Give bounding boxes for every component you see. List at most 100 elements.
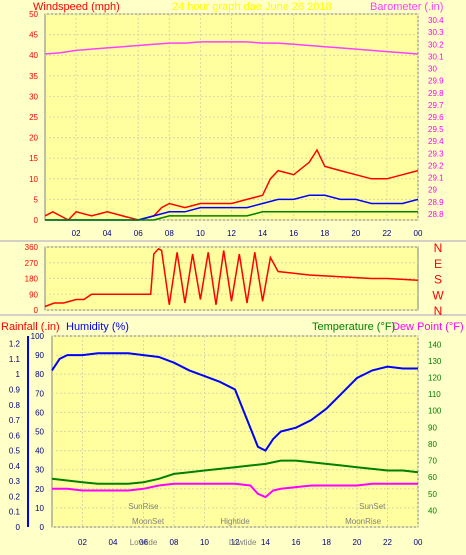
compass-label: W xyxy=(432,288,444,302)
x-tick-label: 16 xyxy=(289,229,298,238)
x-tick-label: 08 xyxy=(165,229,174,238)
barometer-tick-label: 29.4 xyxy=(428,137,444,146)
barometer-tick-label: 29.6 xyxy=(428,113,444,122)
compass-label: E xyxy=(434,257,442,271)
wind-tick-label: 40 xyxy=(29,51,38,60)
x-tick-label: 04 xyxy=(103,229,112,238)
barometer-tick-label: 28.9 xyxy=(428,198,444,207)
wind-tick-label: 0 xyxy=(34,216,39,225)
rain-tick-label: 0.5 xyxy=(9,447,21,456)
x-tick-label: 06 xyxy=(134,229,143,238)
wind-tick-label: 15 xyxy=(29,154,38,163)
humidity-tick-label: 70 xyxy=(35,389,44,398)
compass-label: N xyxy=(434,241,443,255)
temperature-tick-label: 110 xyxy=(428,390,441,399)
wind-tick-label: 10 xyxy=(29,175,38,184)
barometer-tick-label: 30.3 xyxy=(428,28,444,37)
barometer-tick-label: 29.1 xyxy=(428,174,444,183)
wind-tick-label: 45 xyxy=(29,31,38,40)
wind-tick-label: 35 xyxy=(29,72,38,81)
x-tick-label: 14 xyxy=(261,538,270,547)
series-line-0 xyxy=(44,41,419,55)
event-marker-label: Lowtide xyxy=(229,538,257,547)
humidity-tick-label: 100 xyxy=(31,332,45,341)
barometer-axis-label: Barometer (.in) xyxy=(370,1,443,13)
rain-tick-label: 0.6 xyxy=(9,431,21,440)
rain-tick-label: 0.7 xyxy=(9,416,21,425)
x-tick-label: 18 xyxy=(322,538,331,547)
event-marker-label: SunRise xyxy=(128,502,159,511)
rain-tick-label: 1.2 xyxy=(9,340,21,349)
wind-tick-label: 50 xyxy=(29,10,38,19)
rain-tick-label: 1.1 xyxy=(9,355,21,364)
direction-tick-label: 90 xyxy=(29,290,38,299)
x-tick-label: 00 xyxy=(414,229,423,238)
x-tick-label: 18 xyxy=(320,229,329,238)
rain-tick-label: 0 xyxy=(16,523,21,532)
x-tick-label: 22 xyxy=(382,229,391,238)
wind-axis-label: Windspeed (mph) xyxy=(33,1,120,13)
event-marker-label: MoonRise xyxy=(345,517,382,526)
humidity-tick-label: 20 xyxy=(35,485,44,494)
barometer-tick-label: 29.5 xyxy=(428,125,444,134)
humidity-tick-label: 80 xyxy=(35,370,44,379)
x-tick-label: 00 xyxy=(414,538,423,547)
rain-tick-label: 0.4 xyxy=(9,462,21,471)
rain-tick-label: 0.3 xyxy=(9,477,21,486)
direction-tick-label: 180 xyxy=(25,275,39,284)
x-tick-label: 04 xyxy=(109,538,118,547)
barometer-tick-label: 29.2 xyxy=(428,161,444,170)
barometer-tick-label: 30.2 xyxy=(428,40,444,49)
rain-tick-label: 0.8 xyxy=(9,401,21,410)
x-tick-label: 06 xyxy=(139,538,148,547)
humidity-tick-label: 0 xyxy=(40,523,45,532)
event-marker-label: Hightide xyxy=(220,517,250,526)
wind-tick-label: 25 xyxy=(29,113,38,122)
temperature-tick-label: 140 xyxy=(428,340,442,349)
compass-label: N xyxy=(434,304,443,318)
temperature-tick-label: 120 xyxy=(428,374,442,383)
humidity-tick-label: 30 xyxy=(35,466,44,475)
rain-tick-label: 0.2 xyxy=(9,492,21,501)
x-tick-label: 10 xyxy=(200,538,209,547)
x-tick-label: 02 xyxy=(78,538,87,547)
x-tick-label: 20 xyxy=(353,538,362,547)
wind-tick-label: 5 xyxy=(34,195,39,204)
direction-tick-label: 360 xyxy=(25,243,39,252)
barometer-tick-label: 30 xyxy=(428,65,437,74)
wind-tick-label: 20 xyxy=(29,134,38,143)
humidity-tick-label: 90 xyxy=(35,351,44,360)
x-tick-label: 16 xyxy=(292,538,301,547)
event-marker-label: Lowtide xyxy=(130,538,158,547)
x-tick-label: 02 xyxy=(72,229,81,238)
barometer-tick-label: 29.3 xyxy=(428,149,444,158)
temperature-tick-label: 130 xyxy=(428,357,442,366)
series-line-1 xyxy=(44,148,419,221)
barometer-tick-label: 29.8 xyxy=(428,89,444,98)
barometer-tick-label: 29.7 xyxy=(428,101,444,110)
x-tick-label: 12 xyxy=(231,538,240,547)
temperature-axis-label: Temperature (°F) xyxy=(312,321,395,333)
compass-label: S xyxy=(434,273,442,287)
rain-tick-label: 0.1 xyxy=(9,508,21,517)
temperature-tick-label: 70 xyxy=(428,457,437,466)
direction-tick-label: 0 xyxy=(34,306,39,315)
series-line-3 xyxy=(45,211,418,221)
event-marker-label: SunSet xyxy=(359,502,386,511)
temperature-tick-label: 40 xyxy=(428,506,437,515)
temperature-tick-label: 50 xyxy=(428,490,437,499)
barometer-tick-label: 29 xyxy=(428,186,437,195)
direction-line-0 xyxy=(44,247,419,308)
x-tick-label: 10 xyxy=(196,229,205,238)
x-tick-label: 14 xyxy=(258,229,267,238)
humidity-axis-label: Humidity (%) xyxy=(66,321,129,333)
chart-title: 24 hour graph dae June 26 2018 xyxy=(172,1,332,13)
humidity-tick-label: 50 xyxy=(35,428,44,437)
barometer-tick-label: 29.9 xyxy=(428,77,444,86)
x-tick-label: 08 xyxy=(170,538,179,547)
temperature-tick-label: 100 xyxy=(428,407,442,416)
wind-tick-label: 30 xyxy=(29,92,38,101)
barometer-tick-label: 28.8 xyxy=(428,210,444,219)
temperature-tick-label: 60 xyxy=(428,473,437,482)
